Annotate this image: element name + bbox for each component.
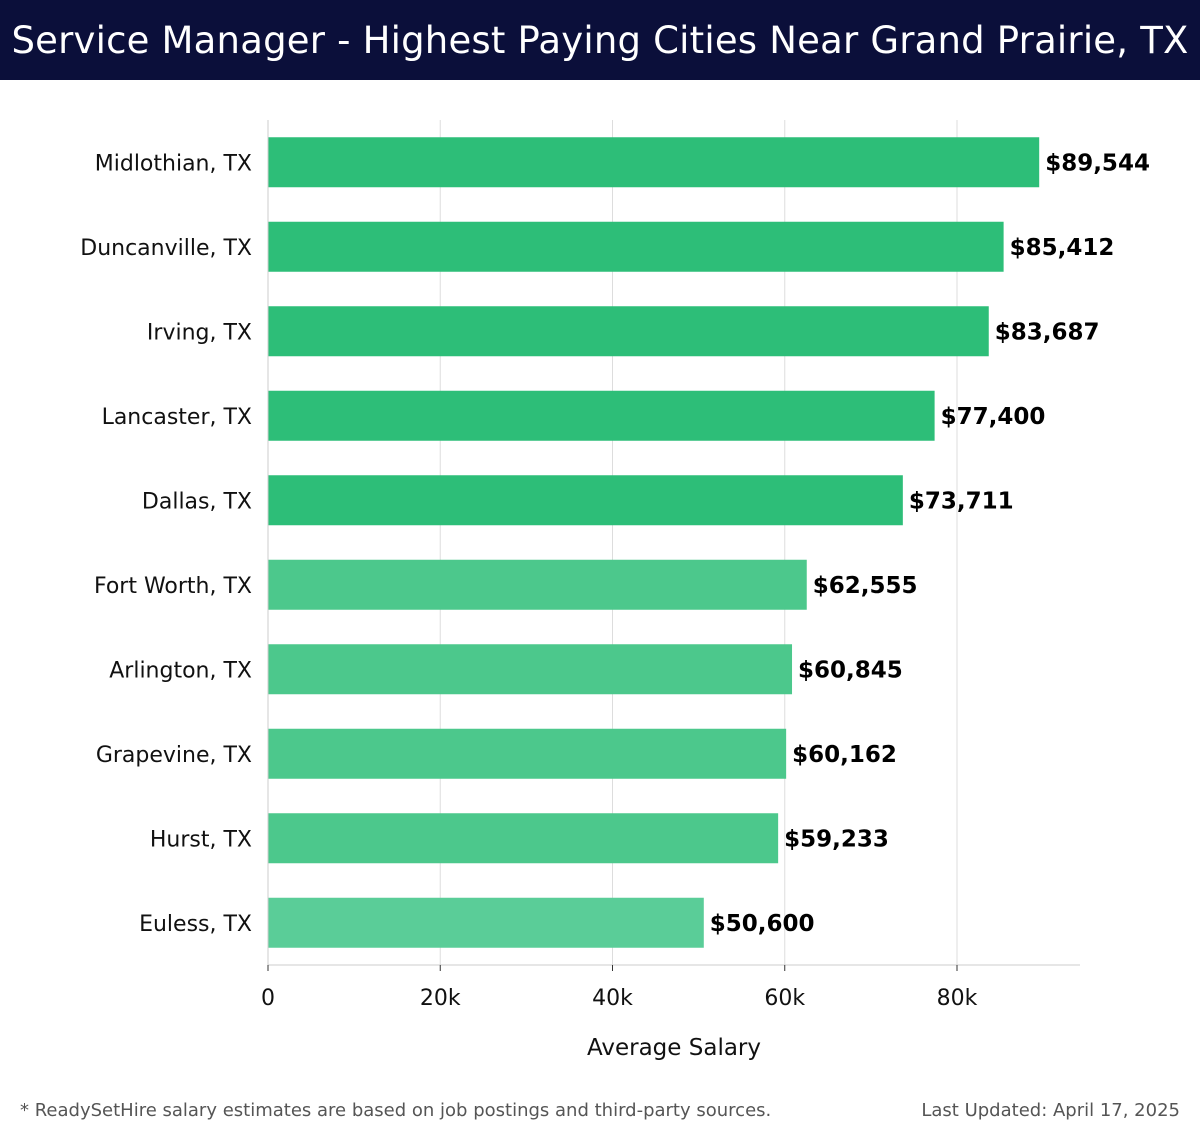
category-label-3: Lancaster, TX (102, 405, 252, 430)
bar-2 (268, 306, 989, 357)
category-label-8: Hurst, TX (150, 827, 252, 852)
category-label-4: Dallas, TX (142, 489, 252, 514)
x-tick-label-0: 0 (261, 986, 275, 1011)
bar-9 (268, 897, 704, 948)
bar-chart: 0 20k 40k 60k 80k Midlothian, TX $89,544 Duncan… (80, 120, 1150, 1061)
bar-0 (268, 137, 1040, 188)
bar-3 (268, 390, 935, 441)
bar-4 (268, 475, 903, 526)
bar-5 (268, 559, 807, 610)
value-label-6: $60,845 (798, 657, 903, 683)
footnote: * ReadySetHire salary estimates are base… (20, 1100, 772, 1121)
x-tick-label-4: 80k (937, 986, 978, 1011)
bar-6 (268, 644, 793, 695)
x-axis-title: Average Salary (587, 1035, 761, 1061)
category-label-7: Grapevine, TX (96, 743, 252, 768)
value-label-7: $60,162 (792, 742, 897, 768)
bar-1 (268, 221, 1004, 272)
category-label-5: Fort Worth, TX (94, 574, 252, 599)
category-label-1: Duncanville, TX (80, 236, 252, 261)
last-updated: Last Updated: April 17, 2025 (921, 1100, 1180, 1121)
category-label-2: Irving, TX (147, 320, 252, 345)
bar-7 (268, 728, 787, 779)
x-tick-label-3: 60k (764, 986, 805, 1011)
x-tick-label-2: 40k (592, 986, 633, 1011)
bar-8 (268, 813, 779, 864)
title-bar: Service Manager - Highest Paying Cities … (0, 0, 1200, 80)
category-label-9: Euless, TX (139, 912, 252, 937)
value-label-3: $77,400 (941, 404, 1046, 430)
x-tick-label-1: 20k (420, 986, 461, 1011)
value-label-5: $62,555 (813, 573, 918, 599)
value-label-2: $83,687 (995, 319, 1100, 345)
value-label-8: $59,233 (784, 826, 889, 852)
category-label-6: Arlington, TX (109, 658, 252, 683)
category-label-0: Midlothian, TX (95, 151, 252, 176)
value-label-0: $89,544 (1045, 150, 1150, 176)
chart-title: Service Manager - Highest Paying Cities … (11, 18, 1189, 62)
value-label-9: $50,600 (710, 911, 815, 937)
value-label-4: $73,711 (909, 488, 1014, 514)
value-label-1: $85,412 (1010, 235, 1115, 261)
